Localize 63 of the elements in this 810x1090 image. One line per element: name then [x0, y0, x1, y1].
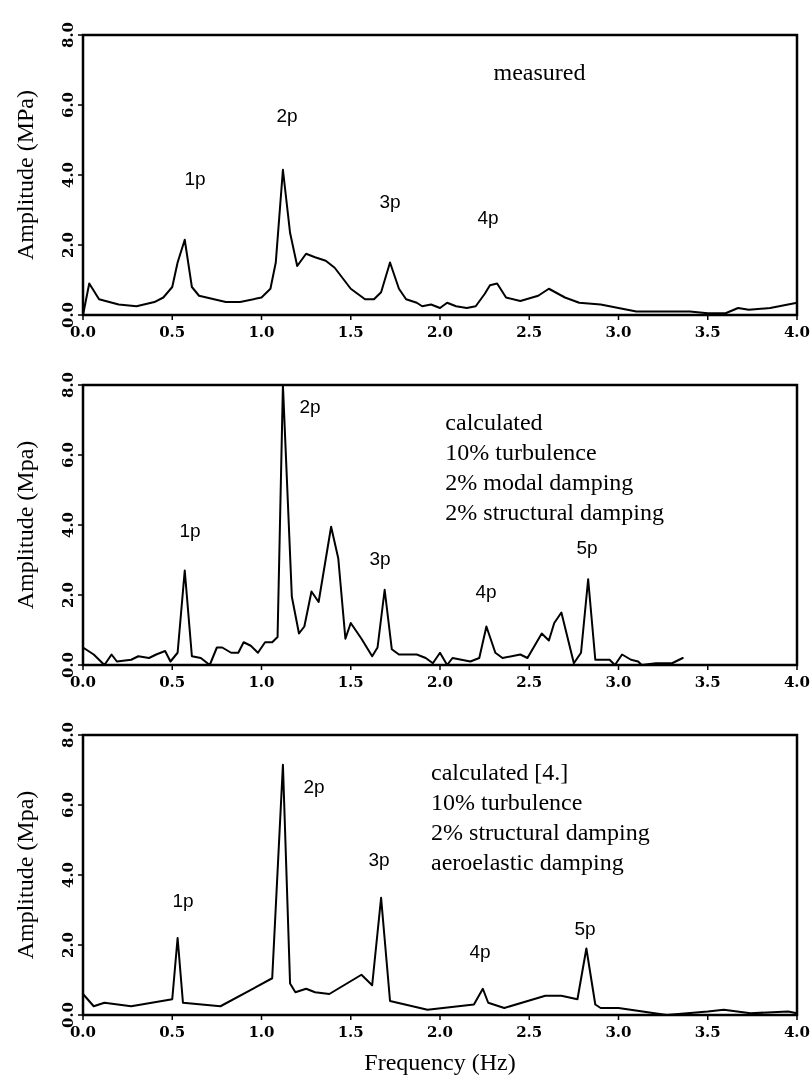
- x-tick-label: 1.0: [248, 323, 275, 341]
- y-tick-label: 2.0: [59, 231, 77, 259]
- annotation: 3p: [379, 191, 401, 212]
- x-tick-label: 2.5: [516, 673, 543, 691]
- annotation: 2% modal damping: [445, 469, 634, 495]
- annotation: 4p: [469, 941, 491, 962]
- x-tick-label: 3.5: [694, 323, 721, 341]
- x-axis-title: Frequency (Hz): [364, 1049, 516, 1075]
- x-tick-label: 3.5: [694, 1023, 721, 1041]
- annotation: 1p: [179, 520, 201, 541]
- annotation: calculated: [445, 409, 543, 435]
- annotation: measured: [493, 59, 586, 85]
- x-tick-label: 4.0: [783, 323, 810, 341]
- annotation: 10% turbulence: [445, 439, 597, 465]
- y-tick-label: 4.0: [59, 861, 77, 889]
- x-tick-label: 2.5: [516, 1023, 543, 1041]
- y-axis-title: Amplitude (MPa): [12, 90, 38, 260]
- y-tick-label: 6.0: [59, 791, 77, 819]
- y-tick-label: 2.0: [59, 931, 77, 959]
- annotation: 4p: [477, 207, 499, 228]
- y-tick-label: 2.0: [59, 581, 77, 609]
- x-tick-label: 0.5: [159, 673, 186, 691]
- annotation: 5p: [576, 537, 598, 558]
- annotation: 2% structural damping: [431, 819, 650, 845]
- annotation: 2p: [303, 776, 325, 797]
- x-tick-label: 3.0: [605, 1023, 632, 1041]
- x-tick-label: 3.5: [694, 673, 721, 691]
- x-tick-label: 2.0: [426, 673, 454, 691]
- x-tick-label: 4.0: [783, 673, 810, 691]
- y-axis-title: Amplitude (Mpa): [12, 440, 38, 610]
- y-tick-label: 8.0: [59, 721, 77, 749]
- x-tick-label: 0.5: [159, 323, 186, 341]
- annotation: 2p: [276, 105, 298, 126]
- y-tick-label: 4.0: [59, 511, 77, 539]
- annotation: 1p: [184, 168, 206, 189]
- annotation: 1p: [172, 890, 194, 911]
- annotation: 3p: [369, 548, 391, 569]
- x-tick-label: 3.0: [605, 323, 632, 341]
- x-tick-label: 1.5: [337, 323, 364, 341]
- x-tick-label: 1.0: [248, 673, 275, 691]
- x-tick-label: 4.0: [783, 1023, 810, 1041]
- y-tick-label: 6.0: [59, 441, 77, 469]
- y-tick-label: 8.0: [59, 371, 77, 399]
- annotation: 4p: [475, 581, 497, 602]
- x-tick-label: 1.5: [337, 1023, 364, 1041]
- x-tick-label: 1.5: [337, 673, 364, 691]
- x-tick-label: 2.0: [426, 323, 454, 341]
- x-tick-label: 3.0: [605, 673, 632, 691]
- annotation: aeroelastic damping: [431, 849, 624, 875]
- x-tick-label: 0.5: [159, 1023, 186, 1041]
- x-tick-label: 2.5: [516, 323, 543, 341]
- annotation: calculated [4.]: [431, 759, 569, 785]
- y-axis-title: Amplitude (Mpa): [12, 790, 38, 960]
- annotation: 3p: [368, 849, 390, 870]
- annotation: 5p: [574, 918, 596, 939]
- y-tick-label: 6.0: [59, 91, 77, 119]
- annotation: 2p: [299, 396, 321, 417]
- annotation: 2% structural damping: [445, 499, 664, 525]
- x-tick-label: 1.0: [248, 1023, 275, 1041]
- y-tick-label: 8.0: [59, 21, 77, 49]
- x-tick-label: 2.0: [426, 1023, 454, 1041]
- y-tick-label: 4.0: [59, 161, 77, 189]
- annotation: 10% turbulence: [431, 789, 583, 815]
